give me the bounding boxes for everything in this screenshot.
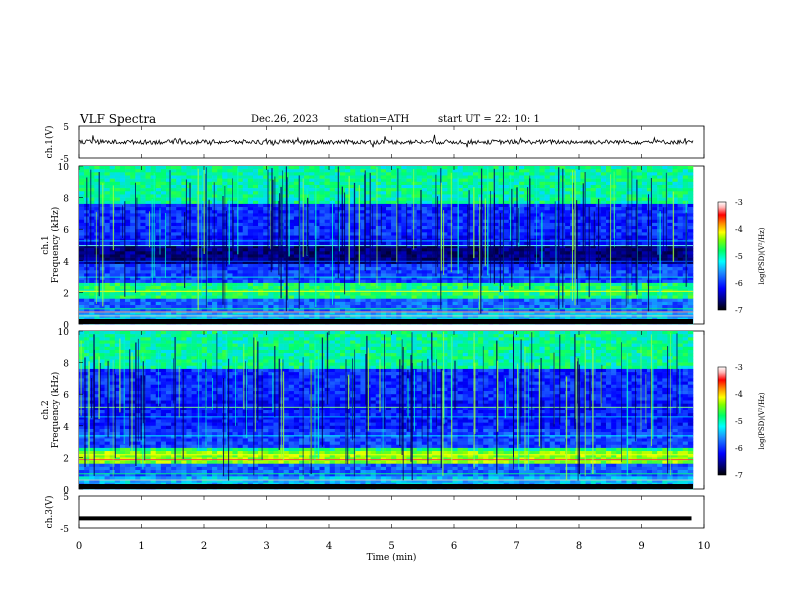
ytick-label: 6	[63, 391, 69, 401]
ch2-spectrogram-image	[79, 331, 694, 490]
ch1-spectrogram-image	[79, 166, 694, 325]
colorbar-tick-label: -5	[735, 417, 743, 426]
xtick-label: 0	[76, 541, 82, 552]
ylabel-ch2-spectrogram: ch.2	[41, 400, 51, 419]
ylabel-ch1-waveform: ch.1(V)	[44, 126, 55, 159]
xtick-label: 8	[576, 541, 582, 552]
ytick-label: 5	[63, 123, 69, 133]
ch3-waveform-frame	[78, 495, 705, 529]
ytick-label: -5	[60, 525, 69, 535]
station-label: station=ATH	[344, 114, 410, 125]
xtick-label: 6	[451, 541, 457, 552]
colorbar-tick-label: -6	[735, 279, 743, 288]
ytick-label: 0	[63, 486, 69, 496]
ytick-label: 4	[63, 258, 69, 268]
ylabel-ch2-spectrogram: Frequency (kHz)	[50, 372, 61, 449]
ytick-label: 6	[63, 226, 69, 236]
chart-title: VLF Spectra	[80, 112, 157, 126]
ylabel-ch3-waveform: ch.3(V)	[44, 496, 55, 529]
xtick-label: 3	[263, 541, 269, 552]
ytick-label: 8	[63, 195, 69, 205]
xtick-label: 7	[513, 541, 519, 552]
ytick-label: 10	[58, 163, 70, 173]
xtick-label: 1	[138, 541, 144, 552]
ytick-label: 4	[63, 423, 69, 433]
xtick-label: 9	[638, 541, 644, 552]
colorbar-tick-label: -5	[735, 252, 743, 261]
xaxis-label: Time (min)	[367, 552, 417, 563]
ytick-label: 8	[63, 360, 69, 370]
colorbar-label: log(PSD)(V²/Hz)	[758, 392, 766, 449]
colorbar-tick-label: -4	[735, 390, 743, 399]
ylabel-ch1-spectrogram: Frequency (kHz)	[50, 207, 61, 284]
ytick-label: 10	[58, 328, 70, 338]
ch1-waveform-line	[78, 134, 694, 148]
ch2-colorbar	[717, 366, 727, 476]
date-label: Dec.26, 2023	[251, 114, 319, 125]
colorbar-tick-label: -7	[735, 471, 743, 480]
colorbar-tick-label: -4	[735, 225, 743, 234]
ch1-colorbar	[717, 201, 727, 311]
colorbar-tick-label: -6	[735, 444, 743, 453]
xtick-label: 5	[388, 541, 394, 552]
ytick-label: 2	[63, 289, 69, 299]
colorbar-tick-label: -3	[735, 198, 743, 207]
colorbar-label: log(PSD)(V²/Hz)	[758, 227, 766, 284]
ytick-label: 5	[63, 493, 69, 503]
ytick-label: 0	[63, 321, 69, 331]
ytick-label: -5	[60, 155, 69, 165]
colorbar-tick-label: -7	[735, 306, 743, 315]
ytick-label: 2	[63, 454, 69, 464]
xtick-label: 2	[201, 541, 207, 552]
xtick-label: 4	[326, 541, 332, 552]
ylabel-ch1-spectrogram: ch.1	[41, 235, 51, 254]
xtick-label: 10	[698, 541, 711, 552]
colorbar-tick-label: -3	[735, 363, 743, 372]
start-time-label: start UT = 22: 10: 1	[438, 114, 540, 125]
